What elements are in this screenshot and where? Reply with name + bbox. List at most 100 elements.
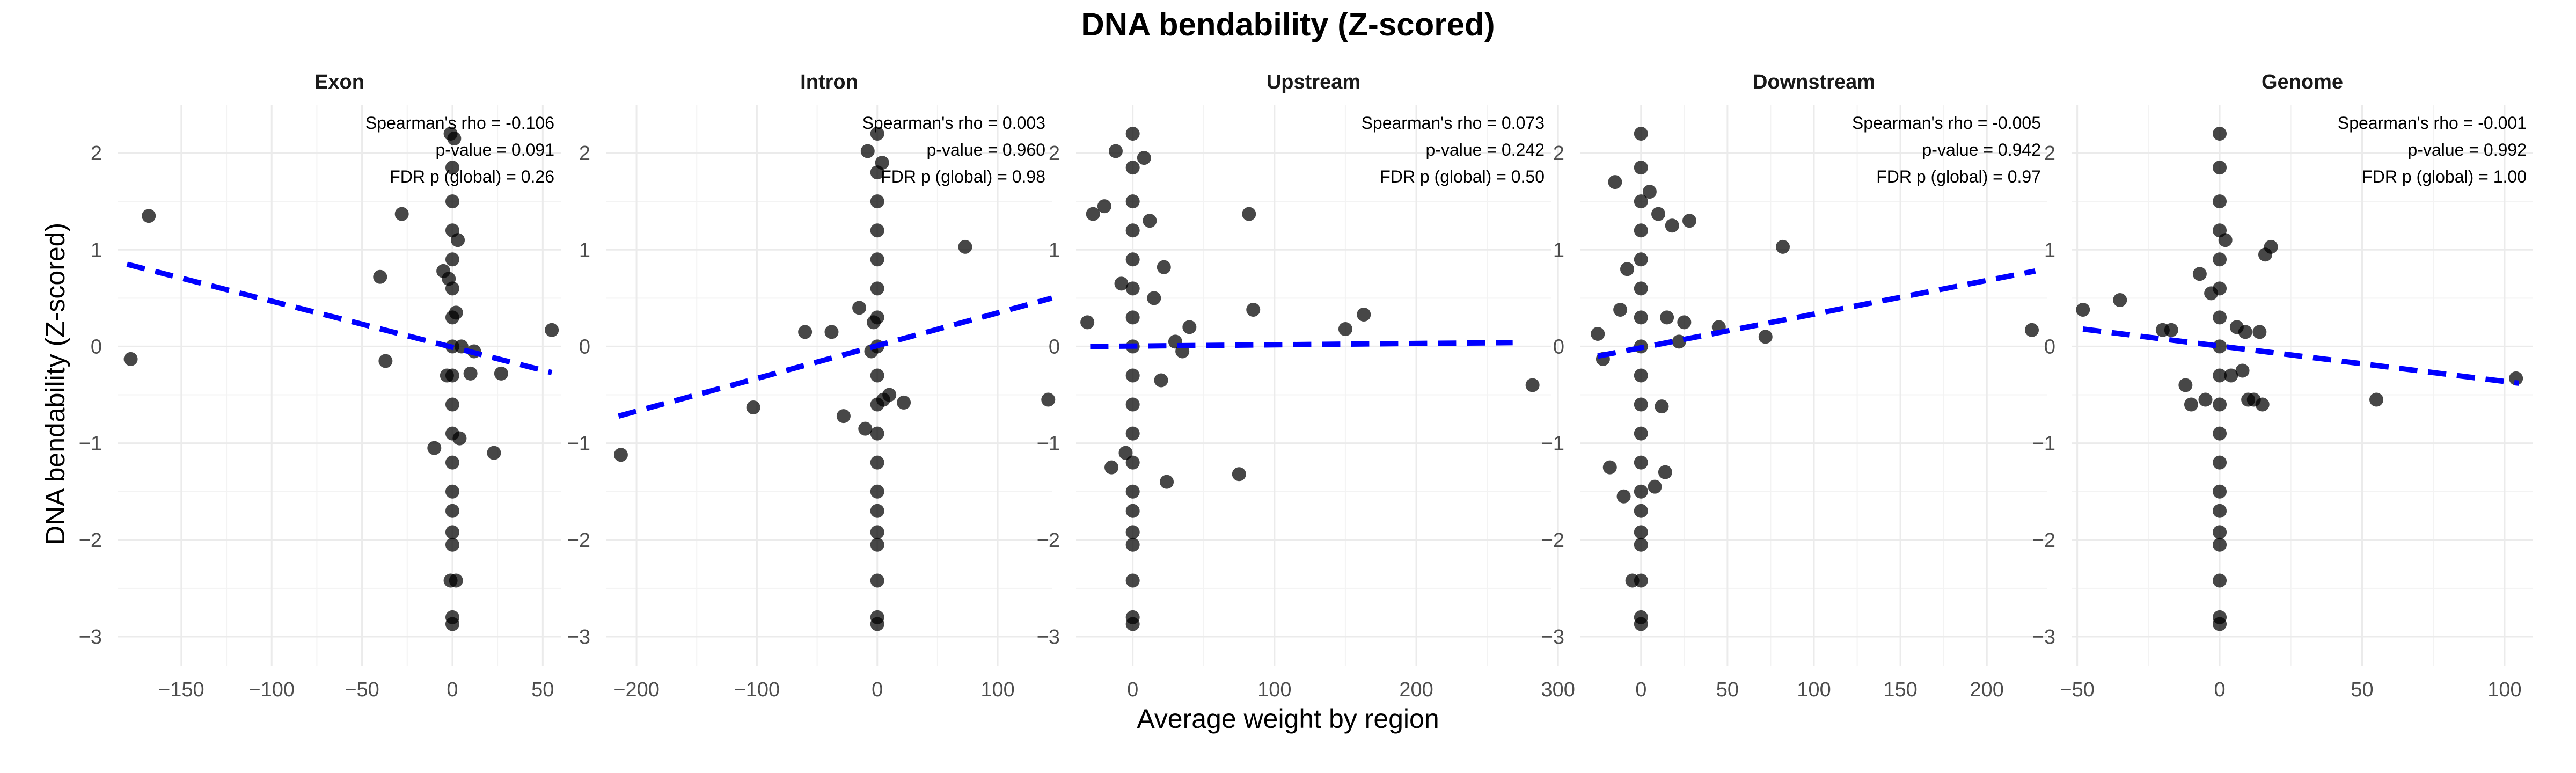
y-tick-label: −1	[2032, 433, 2055, 455]
facet-strip-label: Downstream	[1753, 71, 1875, 93]
stats-annotation: Spearman's rho = -0.005	[1852, 113, 2041, 133]
data-point	[1137, 151, 1151, 165]
data-point	[1634, 617, 1648, 631]
stats-annotation: FDR p (global) = 0.98	[881, 167, 1045, 186]
y-tick-label: −2	[1541, 529, 1564, 552]
y-tick-label: 0	[91, 336, 102, 358]
data-point	[870, 525, 884, 539]
data-point	[1776, 239, 1790, 254]
data-point	[870, 281, 884, 296]
data-point	[494, 366, 508, 381]
data-point	[870, 397, 884, 412]
data-point	[1634, 455, 1648, 470]
data-point	[1672, 334, 1686, 349]
data-point	[2213, 127, 2227, 141]
data-point	[1125, 194, 1140, 209]
x-tick-label: 100	[2487, 679, 2521, 701]
data-point	[1634, 281, 1648, 296]
data-point	[882, 388, 897, 402]
data-point	[1097, 199, 1111, 214]
data-point	[378, 354, 393, 368]
data-point	[870, 368, 884, 383]
facet-panel-genome: −50 0 50 100 −3 −2 −1 0 1 2 Genome Spearman's rho =…	[2032, 71, 2533, 701]
x-tick-label: 50	[2351, 679, 2373, 701]
data-point	[1041, 392, 1056, 407]
y-tick-label: −3	[79, 626, 102, 648]
data-point	[1682, 214, 1696, 228]
data-point	[445, 504, 459, 518]
x-tick-label: −100	[734, 679, 780, 701]
data-point	[373, 269, 387, 284]
data-point	[870, 426, 884, 441]
data-point	[445, 223, 459, 238]
stats-annotation: Spearman's rho = -0.001	[2338, 113, 2527, 133]
x-tick-label: 0	[2214, 679, 2225, 701]
data-point	[2213, 537, 2227, 552]
data-point	[2213, 194, 2227, 209]
regression-line	[2082, 326, 2520, 386]
y-tick-label: 2	[1553, 142, 1564, 165]
data-point	[1182, 320, 1197, 334]
data-point	[463, 366, 478, 381]
data-point	[1613, 302, 1628, 317]
data-point	[824, 325, 839, 339]
stats-annotation: Spearman's rho = 0.073	[1362, 113, 1545, 133]
data-point	[2213, 426, 2227, 441]
data-point	[2192, 267, 2207, 281]
data-point	[1125, 504, 1140, 518]
x-tick-label: 0	[1635, 679, 1646, 701]
y-tick-label: 0	[1049, 336, 1060, 358]
y-tick-label: 1	[2044, 239, 2055, 261]
data-point	[2184, 397, 2198, 412]
data-point	[1591, 327, 1605, 341]
data-point	[2198, 392, 2213, 407]
stats-annotation: p-value = 0.091	[436, 140, 555, 159]
data-point	[2213, 617, 2227, 631]
data-point	[445, 281, 459, 296]
data-point	[2213, 252, 2227, 267]
regression-line	[618, 295, 1053, 419]
stats-annotation: Spearman's rho = 0.003	[862, 113, 1045, 133]
data-point	[1125, 127, 1140, 141]
data-point	[2224, 368, 2238, 383]
regression-line	[1597, 268, 2036, 359]
data-point	[1242, 207, 1256, 221]
data-point	[1758, 330, 1773, 344]
data-point	[2213, 504, 2227, 518]
stats-annotation: p-value = 0.960	[927, 140, 1046, 159]
data-point	[1157, 260, 1171, 274]
data-point	[2025, 323, 2039, 337]
data-point	[427, 441, 442, 455]
x-tick-label: 200	[1970, 679, 2004, 701]
facet-strip-label: Intron	[800, 71, 858, 93]
data-point	[445, 194, 459, 209]
data-point	[142, 209, 156, 223]
data-point	[1125, 455, 1140, 470]
stats-annotation: p-value = 0.242	[1426, 140, 1545, 159]
data-point	[2369, 392, 2384, 407]
data-point	[1642, 185, 1657, 199]
data-point	[1125, 368, 1140, 383]
x-tick-label: −200	[613, 679, 660, 701]
data-point	[1086, 207, 1100, 221]
y-tick-label: −3	[1037, 626, 1060, 648]
data-point	[870, 194, 884, 209]
data-point	[2213, 484, 2227, 499]
y-tick-label: −3	[2032, 626, 2055, 648]
data-point	[746, 400, 760, 414]
data-point	[2235, 363, 2250, 378]
data-point	[1634, 525, 1648, 539]
data-point	[1634, 310, 1648, 325]
data-point	[2213, 397, 2227, 412]
data-point	[613, 448, 628, 462]
y-tick-label: 1	[579, 239, 590, 261]
data-point	[1660, 310, 1674, 325]
data-point	[1104, 460, 1119, 475]
data-point	[445, 426, 459, 441]
data-point	[1118, 446, 1133, 460]
y-tick-label: 2	[91, 142, 102, 165]
stats-annotation: FDR p (global) = 0.97	[1876, 167, 2041, 186]
